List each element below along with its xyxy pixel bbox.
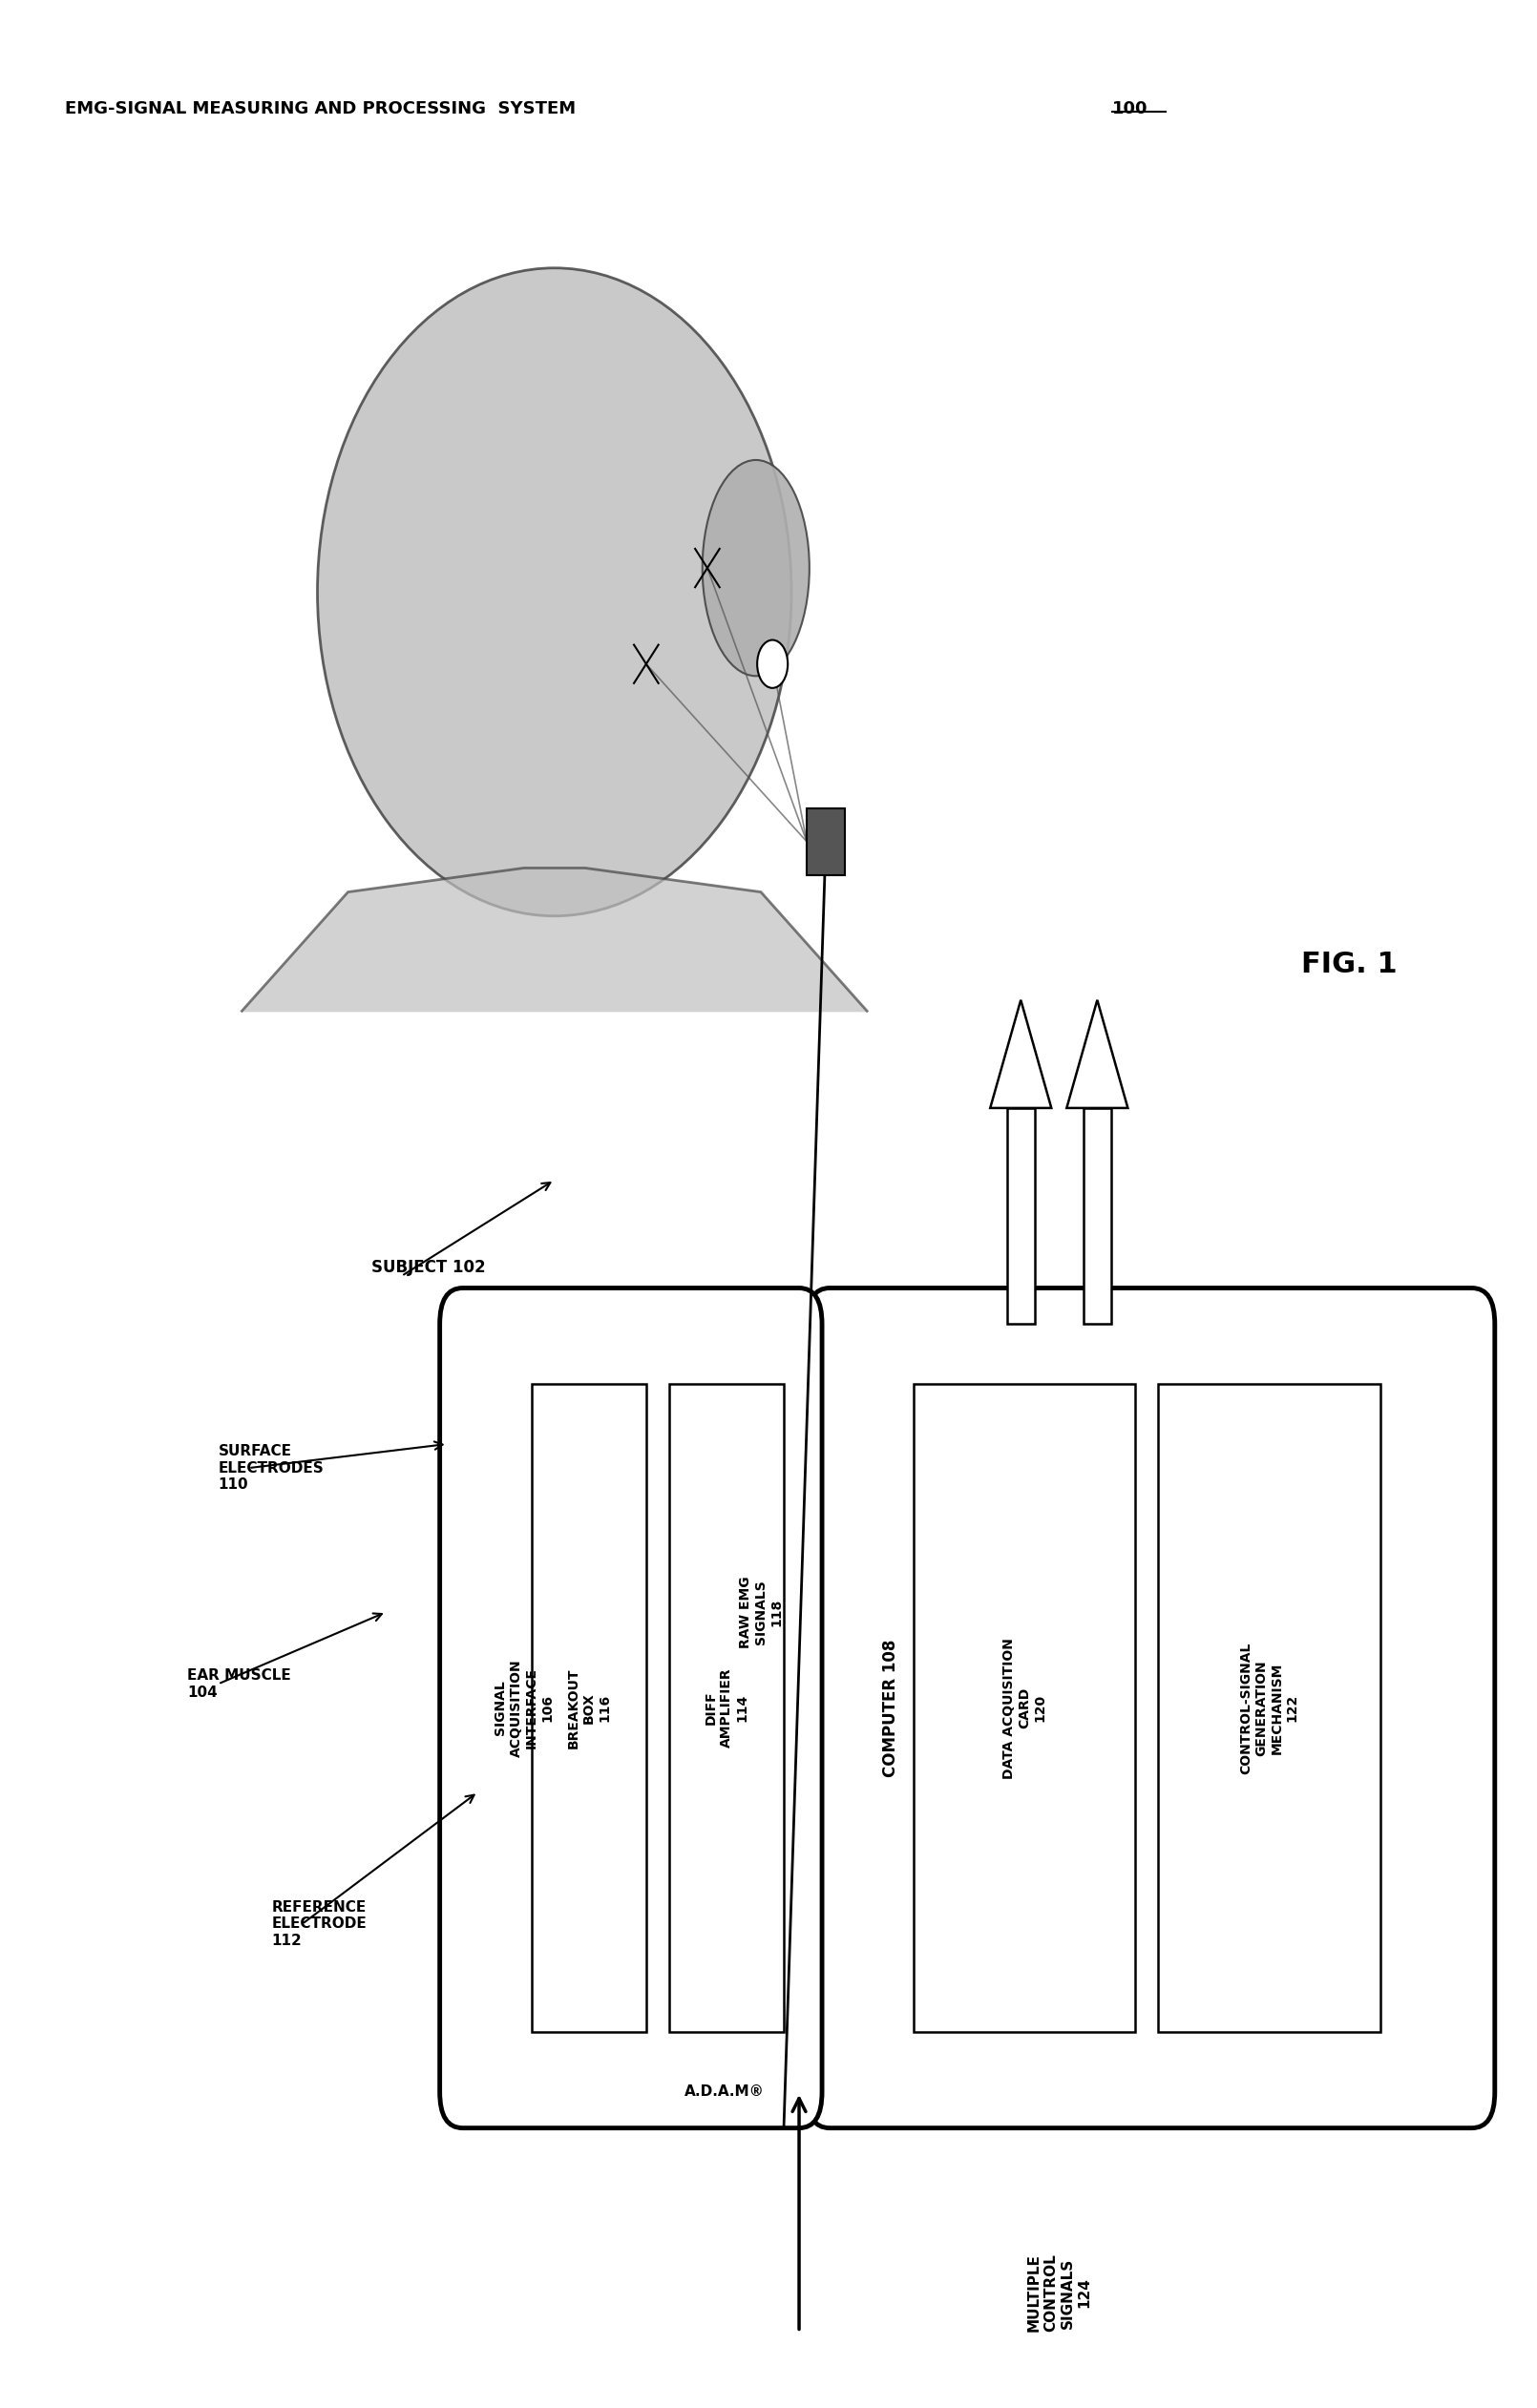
Text: EAR MUSCLE
104: EAR MUSCLE 104 xyxy=(188,1669,292,1700)
Text: DIFF
AMPLIFIER
114: DIFF AMPLIFIER 114 xyxy=(704,1669,749,1748)
Bar xyxy=(532,1385,646,2032)
Polygon shape xyxy=(990,999,1051,1108)
FancyBboxPatch shape xyxy=(807,1288,1496,2129)
Text: MULTIPLE
CONTROL
SIGNALS
124: MULTIPLE CONTROL SIGNALS 124 xyxy=(1027,2254,1091,2331)
Bar xyxy=(1084,1108,1111,1324)
Text: FIG. 1: FIG. 1 xyxy=(1302,951,1397,978)
Text: COMPUTER 108: COMPUTER 108 xyxy=(882,1640,899,1777)
Text: CONTROL-SIGNAL
GENERATION
MECHANISM
122: CONTROL-SIGNAL GENERATION MECHANISM 122 xyxy=(1239,1642,1299,1775)
Bar xyxy=(1007,1108,1034,1324)
Ellipse shape xyxy=(702,460,810,677)
Text: EMG-SIGNAL MEASURING AND PROCESSING  SYSTEM: EMG-SIGNAL MEASURING AND PROCESSING SYST… xyxy=(65,101,583,118)
Bar xyxy=(915,1385,1136,2032)
Bar xyxy=(807,809,845,874)
Text: BREAKOUT
BOX
116: BREAKOUT BOX 116 xyxy=(567,1669,612,1748)
Text: RAW EMG
SIGNALS
118: RAW EMG SIGNALS 118 xyxy=(739,1575,782,1647)
Text: SIGNAL
ACQUISITION
INTERFACE
106: SIGNAL ACQUISITION INTERFACE 106 xyxy=(493,1659,553,1758)
Text: SUBJECT 102: SUBJECT 102 xyxy=(370,1259,486,1276)
Ellipse shape xyxy=(318,267,792,915)
Polygon shape xyxy=(241,867,868,1011)
Polygon shape xyxy=(1067,999,1128,1108)
Circle shape xyxy=(758,641,788,689)
Bar xyxy=(669,1385,784,2032)
FancyBboxPatch shape xyxy=(440,1288,822,2129)
Bar xyxy=(1159,1385,1380,2032)
Text: 100: 100 xyxy=(1113,101,1148,118)
Text: DATA ACQUISITION
CARD
120: DATA ACQUISITION CARD 120 xyxy=(1002,1637,1047,1780)
Text: REFERENCE
ELECTRODE
112: REFERENCE ELECTRODE 112 xyxy=(272,1900,367,1948)
Text: SURFACE
ELECTRODES
110: SURFACE ELECTRODES 110 xyxy=(218,1445,324,1493)
Text: A.D.A.M®: A.D.A.M® xyxy=(684,2085,764,2100)
